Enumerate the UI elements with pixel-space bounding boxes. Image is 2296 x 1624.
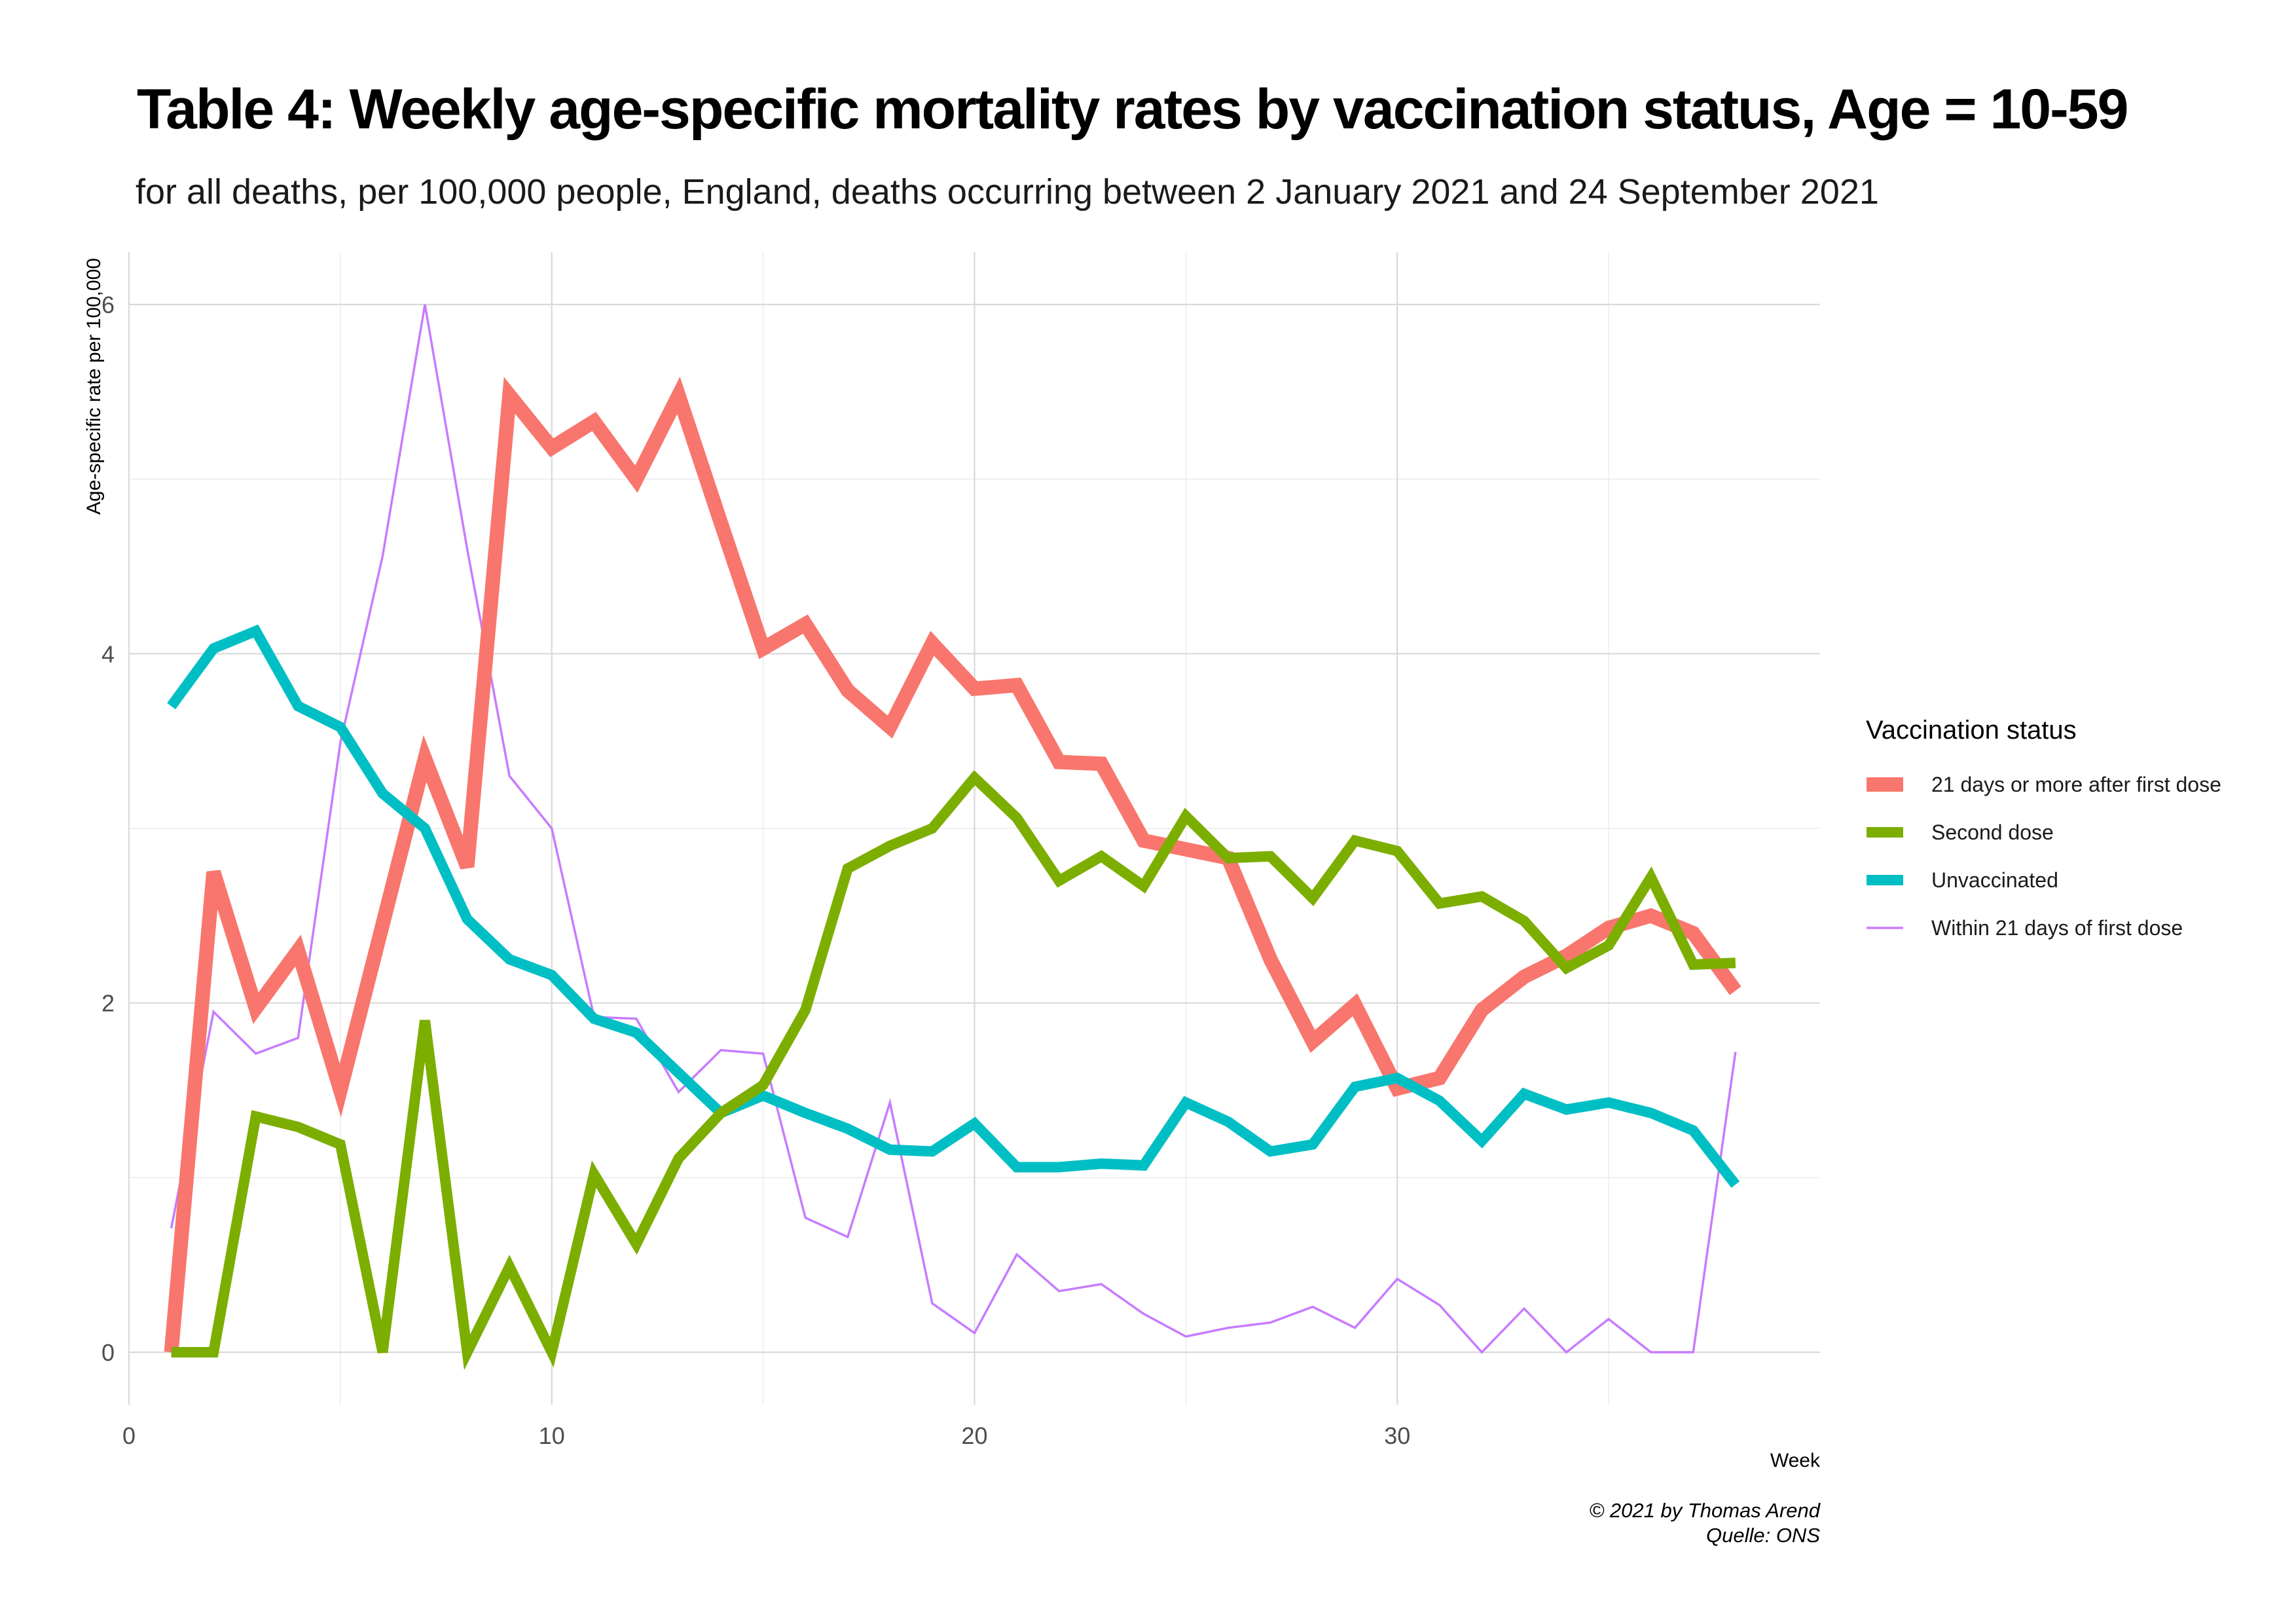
- grid: [128, 252, 1820, 1405]
- series-line-second-dose: [171, 769, 1736, 1371]
- legend: Vaccination status 21 days or more after…: [1866, 716, 2221, 940]
- legend-label-21-days-or-more-after-first-dose: 21 days or more after first dose: [1931, 773, 2221, 796]
- x-tick-label: 20: [961, 1422, 987, 1449]
- y-tick-label: 6: [101, 291, 115, 318]
- chart-subtitle: for all deaths, per 100,000 people, Engl…: [136, 172, 1879, 212]
- caption-copyright: © 2021 by Thomas Arend: [1589, 1499, 1821, 1522]
- x-tick-label: 30: [1384, 1422, 1410, 1449]
- x-axis-title: Week: [1770, 1450, 1821, 1471]
- chart-title: Table 4: Weekly age-specific mortality r…: [137, 78, 2127, 141]
- series-line-unvaccinated: [167, 624, 1740, 1188]
- y-tick-label: 2: [101, 990, 115, 1017]
- legend-title: Vaccination status: [1866, 716, 2077, 745]
- series-line-within-21-days-of-first-dose: [170, 304, 1737, 1354]
- y-tick-label: 0: [101, 1339, 115, 1366]
- caption-source: Quelle: ONS: [1706, 1524, 1820, 1547]
- x-tick-label: 0: [122, 1422, 136, 1449]
- legend-label-unvaccinated: Unvaccinated: [1931, 868, 2058, 892]
- series-line-21-days-or-more-after-first-dose: [164, 377, 1741, 1353]
- series-layer: [164, 304, 1741, 1371]
- y-axis-title: Age-specific rate per 100,000: [83, 258, 105, 515]
- x-tick-label: 10: [539, 1422, 565, 1449]
- tick-labels: 0 10 20 30 0 2 4 6: [101, 291, 1410, 1449]
- legend-label-within-21-days-of-first-dose: Within 21 days of first dose: [1931, 916, 2183, 940]
- y-tick-label: 4: [101, 640, 115, 667]
- legend-label-second-dose: Second dose: [1931, 821, 2054, 844]
